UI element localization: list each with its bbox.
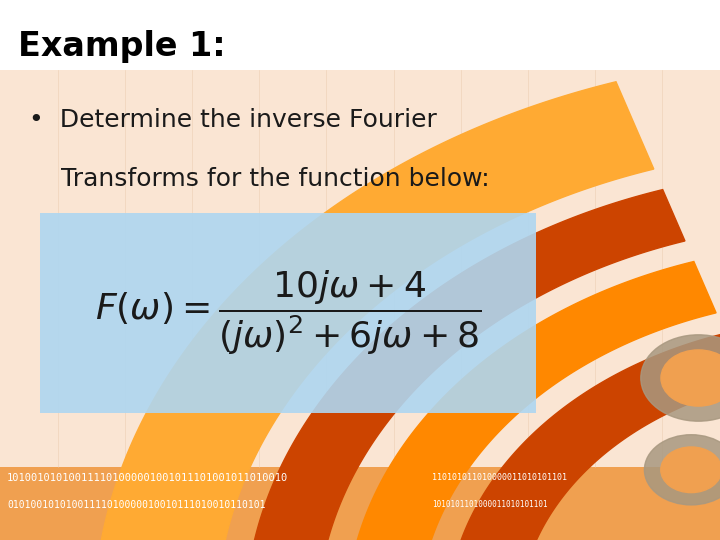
Text: 1010101101000011010101101: 1010101101000011010101101 [432, 501, 548, 509]
Text: 101001010100111101000001001011101001011010010: 1010010101001111010000010010111010010110… [7, 473, 289, 483]
Polygon shape [94, 82, 654, 540]
Circle shape [661, 447, 720, 492]
Text: 01010010101001111010000010010111010010110101: 0101001010100111101000001001011101001011… [7, 500, 266, 510]
Text: Transforms for the function below:: Transforms for the function below: [61, 167, 490, 191]
Circle shape [641, 335, 720, 421]
Text: •  Determine the inverse Fourier: • Determine the inverse Fourier [29, 108, 436, 132]
Bar [0, 0, 720, 70]
Text: Example 1:: Example 1: [18, 30, 225, 63]
Polygon shape [346, 261, 716, 540]
Circle shape [661, 350, 720, 406]
FancyBboxPatch shape [40, 213, 536, 413]
Polygon shape [446, 333, 720, 540]
Bar [0, 70, 720, 467]
Text: 110101011010000011010101101: 110101011010000011010101101 [432, 474, 567, 482]
Circle shape [644, 435, 720, 505]
Polygon shape [245, 190, 685, 540]
Bar [0, 467, 720, 540]
Text: $F(\omega) = \dfrac{10j\omega+4}{(j\omega)^2+6j\omega+8}$: $F(\omega) = \dfrac{10j\omega+4}{(j\omeg… [95, 269, 481, 357]
